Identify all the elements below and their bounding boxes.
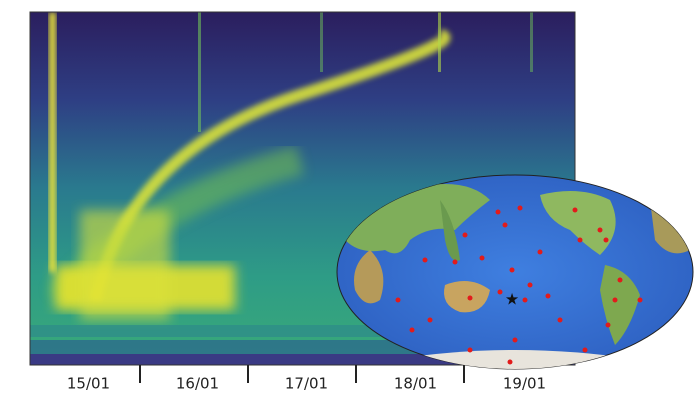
day-separators [139, 365, 465, 383]
x-tick-label: 18/01 [394, 375, 437, 393]
x-tick-label: 17/01 [285, 375, 328, 393]
x-axis-labels: 15/01 16/01 17/01 18/01 19/01 [67, 375, 546, 393]
world-map: ★ [336, 174, 694, 370]
x-tick-label: 15/01 [67, 375, 110, 393]
x-tick-label: 19/01 [503, 375, 546, 393]
svg-text:★: ★ [505, 290, 519, 309]
x-tick-label: 16/01 [176, 375, 219, 393]
